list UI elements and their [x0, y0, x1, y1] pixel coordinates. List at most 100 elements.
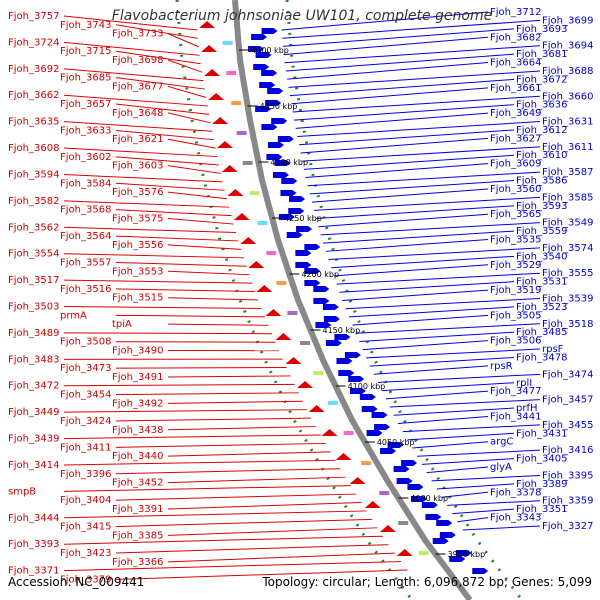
gene-label-left[interactable]: Fjoh_3564	[60, 231, 111, 242]
gene-label-right[interactable]: Fjoh_3505	[490, 310, 541, 321]
gene-label-right[interactable]: Fjoh_3395	[542, 470, 593, 481]
gene-label-left[interactable]: Fjoh_3635	[8, 117, 59, 128]
gene-label-right[interactable]: Fjoh_3477	[490, 386, 541, 397]
gene-label-right[interactable]: glyA	[490, 462, 512, 473]
gene-label-right[interactable]: Fjoh_3611	[542, 142, 593, 153]
gene-label-left[interactable]: Fjoh_3508	[60, 337, 111, 348]
gene-label-right[interactable]: rplI	[516, 378, 532, 389]
gene-label-left[interactable]: Fjoh_3648	[112, 108, 163, 119]
gene-label-right[interactable]: Fjoh_3660	[542, 91, 593, 102]
gene-label-right[interactable]: Fjoh_3649	[490, 108, 541, 119]
gene-label-left[interactable]: Fjoh_3366	[112, 557, 163, 568]
gene-label-right[interactable]: Fjoh_3359	[542, 496, 593, 507]
gene-label-left[interactable]: Fjoh_3424	[60, 416, 111, 427]
gene-label-left[interactable]: Fjoh_3633	[60, 125, 111, 136]
gene-label-left[interactable]: Fjoh_3553	[112, 266, 163, 277]
gene-label-right[interactable]: Fjoh_3664	[490, 58, 541, 69]
gene-label-left[interactable]: Fjoh_3692	[8, 64, 59, 75]
gene-label-left[interactable]: prmA	[60, 310, 87, 321]
gene-label-right[interactable]: Fjoh_3636	[516, 100, 567, 111]
gene-label-right[interactable]: Fjoh_3531	[516, 277, 567, 288]
gene-label-right[interactable]: rpsR	[490, 361, 513, 372]
gene-label-right[interactable]: Fjoh_3485	[516, 327, 567, 338]
gene-label-right[interactable]: Fjoh_3688	[542, 66, 593, 77]
gene-label-right[interactable]: rpsF	[542, 344, 564, 355]
gene-label-right[interactable]: Fjoh_3631	[542, 117, 593, 128]
gene-label-left[interactable]: Fjoh_3444	[8, 513, 59, 524]
gene-label-left[interactable]: Fjoh_3483	[8, 354, 59, 365]
gene-label-right[interactable]: Fjoh_3565	[490, 209, 541, 220]
gene-label-left[interactable]: Fjoh_3603	[112, 161, 163, 172]
gene-label-left[interactable]: Fjoh_3515	[112, 293, 163, 304]
gene-label-left[interactable]: Fjoh_3556	[112, 240, 163, 251]
gene-label-left[interactable]: Fjoh_3489	[8, 328, 59, 339]
gene-label-left[interactable]: Fjoh_3439	[8, 434, 59, 445]
gene-label-right[interactable]: Fjoh_3416	[542, 445, 593, 456]
gene-label-left[interactable]: Fjoh_3491	[112, 372, 163, 383]
gene-label-right[interactable]: Fjoh_3661	[490, 83, 541, 94]
gene-label-right[interactable]: Fjoh_3682	[490, 32, 541, 43]
gene-label-left[interactable]: Fjoh_3602	[60, 152, 111, 163]
gene-label-right[interactable]: prfH	[516, 403, 538, 414]
gene-label-right[interactable]: Fjoh_3455	[542, 420, 593, 431]
gene-label-left[interactable]: Fjoh_3473	[60, 363, 111, 374]
gene-label-left[interactable]: Fjoh_3516	[60, 284, 111, 295]
gene-label-left[interactable]: Fjoh_3371	[8, 566, 59, 577]
gene-label-left[interactable]: Fjoh_3657	[60, 99, 111, 110]
gene-label-left[interactable]: smpB	[8, 486, 36, 497]
gene-label-right[interactable]: Fjoh_3539	[542, 293, 593, 304]
gene-label-right[interactable]: Fjoh_3681	[516, 49, 567, 60]
gene-label-left[interactable]: Fjoh_3449	[8, 407, 59, 418]
gene-label-left[interactable]: Fjoh_3757	[8, 11, 59, 22]
gene-label-right[interactable]: Fjoh_3506	[490, 336, 541, 347]
gene-label-left[interactable]: Fjoh_3393	[8, 539, 59, 550]
gene-label-left[interactable]: Fjoh_3415	[60, 522, 111, 533]
gene-label-right[interactable]: Fjoh_3389	[516, 479, 567, 490]
gene-label-left[interactable]: Fjoh_3438	[112, 425, 163, 436]
gene-label-right[interactable]: Fjoh_3586	[516, 176, 567, 187]
gene-label-left[interactable]: Fjoh_3582	[8, 196, 59, 207]
gene-label-left[interactable]: Fjoh_3557	[60, 257, 111, 268]
gene-label-left[interactable]: Fjoh_3715	[60, 46, 111, 57]
gene-label-left[interactable]: Fjoh_3517	[8, 275, 59, 286]
gene-label-left[interactable]: Fjoh_3568	[60, 205, 111, 216]
gene-label-right[interactable]: Fjoh_3523	[516, 302, 567, 313]
gene-label-left[interactable]: Fjoh_3575	[112, 213, 163, 224]
gene-label-right[interactable]: Fjoh_3672	[516, 74, 567, 85]
gene-label-right[interactable]: Fjoh_3343	[490, 513, 541, 524]
gene-label-right[interactable]: Fjoh_3559	[516, 226, 567, 237]
gene-label-right[interactable]: Fjoh_3712	[490, 7, 541, 18]
gene-label-left[interactable]: Fjoh_3733	[112, 29, 163, 40]
gene-label-right[interactable]: Fjoh_3574	[542, 243, 593, 254]
gene-label-right[interactable]: Fjoh_3694	[542, 41, 593, 52]
gene-label-left[interactable]: Fjoh_3662	[8, 90, 59, 101]
gene-label-left[interactable]: Fjoh_3404	[60, 495, 111, 506]
gene-label-left[interactable]: Fjoh_3503	[8, 302, 59, 313]
gene-label-right[interactable]: Fjoh_3693	[516, 24, 567, 35]
gene-label-left[interactable]: Fjoh_3490	[112, 346, 163, 357]
gene-label-right[interactable]: Fjoh_3378	[490, 487, 541, 498]
gene-label-left[interactable]: Fjoh_3411	[60, 442, 111, 453]
gene-label-left[interactable]: Fjoh_3396	[60, 469, 111, 480]
gene-label-right[interactable]: Fjoh_3585	[542, 192, 593, 203]
gene-label-left[interactable]: Fjoh_3576	[112, 187, 163, 198]
gene-label-left[interactable]: Fjoh_3608	[8, 143, 59, 154]
gene-label-left[interactable]: Fjoh_3562	[8, 222, 59, 233]
gene-label-left[interactable]: Fjoh_3698	[112, 55, 163, 66]
gene-label-right[interactable]: Fjoh_3627	[490, 133, 541, 144]
gene-label-left[interactable]: Fjoh_3554	[8, 249, 59, 260]
gene-label-right[interactable]: Fjoh_3560	[490, 184, 541, 195]
gene-label-right[interactable]: Fjoh_3587	[542, 167, 593, 178]
gene-label-left[interactable]: Fjoh_3677	[112, 81, 163, 92]
gene-label-right[interactable]: Fjoh_3351	[516, 504, 567, 515]
gene-label-right[interactable]: Fjoh_3518	[542, 319, 593, 330]
gene-label-left[interactable]: Fjoh_3452	[112, 478, 163, 489]
gene-label-right[interactable]: Fjoh_3593	[516, 201, 567, 212]
gene-label-right[interactable]: Fjoh_3478	[516, 352, 567, 363]
gene-label-right[interactable]: Fjoh_3612	[516, 125, 567, 136]
gene-label-right[interactable]: Fjoh_3405	[516, 454, 567, 465]
gene-label-left[interactable]: Fjoh_3584	[60, 178, 111, 189]
gene-label-left[interactable]: Fjoh_3724	[8, 37, 59, 48]
gene-label-left[interactable]: Fjoh_3685	[60, 73, 111, 84]
gene-label-right[interactable]: Fjoh_3519	[490, 285, 541, 296]
